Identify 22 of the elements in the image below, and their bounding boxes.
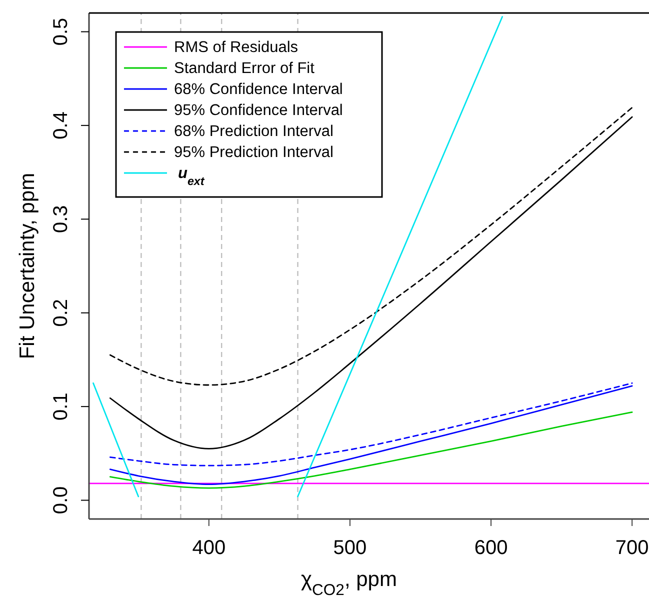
legend-label: u$_{ext}$	[178, 165, 206, 188]
legend-label: RMS of Residuals	[174, 39, 298, 56]
legend-label: 68% Prediction Interval	[174, 123, 334, 140]
x-axis-title: χ$_{CO2}$, ppm	[301, 568, 397, 598]
y-tick-label: 0.0	[50, 486, 72, 514]
x-tick-label: 500	[333, 537, 367, 559]
legend-label: 95% Confidence Interval	[174, 102, 343, 119]
y-tick-label: 0.3	[50, 205, 72, 234]
y-tick-label: 0.2	[50, 298, 72, 327]
y-tick-label: 0.4	[50, 112, 72, 140]
x-tick-label: 400	[192, 537, 226, 559]
x-tick-label: 600	[474, 537, 508, 559]
line-series	[109, 385, 633, 486]
x-tick-label: 700	[615, 537, 649, 559]
legend-label: 95% Prediction Interval	[174, 144, 334, 161]
y-tick-label: 0.1	[50, 392, 72, 420]
line-series	[109, 411, 633, 489]
y-axis-title: Fit Uncertainty, ppm	[16, 172, 39, 360]
legend-label: 68% Confidence Interval	[174, 81, 343, 98]
line-series	[109, 116, 633, 450]
y-tick-label: 0.5	[50, 18, 72, 46]
legend-label: Standard Error of Fit	[174, 60, 316, 77]
